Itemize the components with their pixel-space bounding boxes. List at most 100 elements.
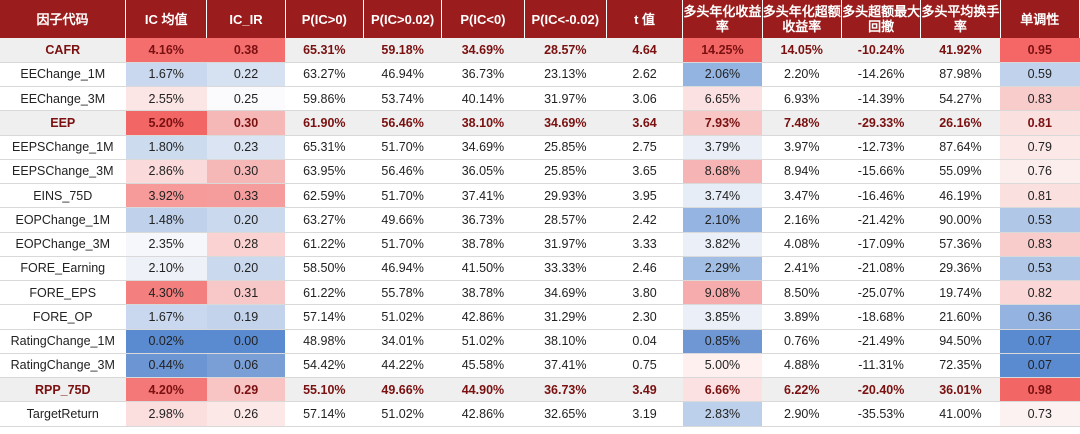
value-cell: 31.29% (524, 304, 607, 330)
value-cell: -29.33% (841, 110, 921, 136)
value-cell: 3.06 (606, 86, 683, 112)
value-cell: 51.02% (441, 329, 525, 354)
header-cell: 多头超额最大回撤 (841, 0, 922, 38)
table-row: EOPChange_3M 2.35% 0.28 61.22% 51.70% 38.78% 3… (0, 232, 1080, 257)
value-cell: 7.48% (762, 110, 842, 136)
value-cell: 7.93% (682, 110, 763, 136)
value-cell: 2.16% (762, 207, 842, 233)
value-cell: 38.78% (441, 280, 525, 306)
table-row: FORE_OP 1.67% 0.19 57.14% 51.02% 42.86% 31.29%… (0, 304, 1080, 330)
value-cell: 0.83 (1000, 232, 1080, 257)
value-cell: 0.59 (1000, 62, 1080, 88)
value-cell: -35.53% (841, 401, 921, 427)
value-cell: 40.14% (441, 86, 525, 112)
value-cell: 0.82 (1000, 280, 1080, 306)
factor-code-cell: CAFR (0, 38, 126, 63)
value-cell: 87.98% (920, 62, 1001, 88)
value-cell: 90.00% (920, 207, 1001, 233)
value-cell: 3.95 (606, 183, 683, 209)
value-cell: 2.20% (762, 62, 842, 88)
value-cell: 51.70% (363, 183, 442, 209)
value-cell: 2.46 (606, 256, 683, 282)
header-cell: 因子代码 (0, 0, 127, 38)
value-cell: 29.93% (524, 183, 607, 209)
value-cell: 38.10% (441, 110, 525, 136)
value-cell: 0.36 (1000, 304, 1080, 330)
value-cell: 0.23 (206, 135, 286, 160)
value-cell: 1.67% (125, 304, 207, 330)
value-cell: 31.97% (524, 232, 607, 257)
value-cell: 3.79% (682, 135, 763, 160)
table-row: FORE_EPS 4.30% 0.31 61.22% 55.78% 38.78% 34.69… (0, 280, 1080, 306)
value-cell: 5.00% (682, 353, 763, 379)
table-row: TargetReturn 2.98% 0.26 57.14% 51.02% 42.86% 3… (0, 401, 1080, 427)
value-cell: 32.65% (524, 401, 607, 427)
value-cell: 2.83% (682, 401, 763, 427)
value-cell: 2.90% (762, 401, 842, 427)
table-row: EEPSChange_1M 1.80% 0.23 65.31% 51.70% 34.69%… (0, 135, 1080, 160)
value-cell: 61.90% (285, 110, 364, 136)
value-cell: 6.93% (762, 86, 842, 112)
value-cell: 2.10% (682, 207, 763, 233)
factor-code-cell: EEPSChange_1M (0, 135, 126, 160)
factor-code-cell: TargetReturn (0, 401, 126, 427)
value-cell: 8.50% (762, 280, 842, 306)
value-cell: 44.22% (363, 353, 442, 379)
value-cell: 36.01% (920, 377, 1001, 403)
value-cell: 72.35% (920, 353, 1001, 379)
value-cell: 4.20% (125, 377, 207, 403)
value-cell: 55.78% (363, 280, 442, 306)
table-row: EEChange_3M 2.55% 0.25 59.86% 53.74% 40.14% 31… (0, 86, 1080, 112)
value-cell: 8.68% (682, 159, 763, 185)
value-cell: 31.97% (524, 86, 607, 112)
value-cell: -10.24% (841, 38, 921, 63)
value-cell: 42.86% (441, 401, 525, 427)
header-cell: 多头年化收益率 (682, 0, 763, 38)
value-cell: 8.94% (762, 159, 842, 185)
value-cell: 3.89% (762, 304, 842, 330)
value-cell: 0.30 (206, 159, 286, 185)
value-cell: 5.20% (125, 110, 207, 136)
table-body: CAFR 4.16% 0.38 65.31% 59.18% 34.69% 28.57% 4.6… (0, 38, 1080, 427)
value-cell: 2.06% (682, 62, 763, 88)
value-cell: 49.66% (363, 207, 442, 233)
value-cell: 2.41% (762, 256, 842, 282)
value-cell: 49.66% (363, 377, 442, 403)
factor-code-cell: FORE_OP (0, 304, 126, 330)
value-cell: 56.46% (363, 159, 442, 185)
factor-code-cell: EEP (0, 110, 126, 136)
value-cell: 25.85% (524, 159, 607, 185)
value-cell: 0.98 (1000, 377, 1080, 403)
value-cell: -15.66% (841, 159, 921, 185)
value-cell: 0.06 (206, 353, 286, 379)
header-cell: P(IC>0.02) (363, 0, 443, 38)
value-cell: 56.46% (363, 110, 442, 136)
factor-code-cell: RatingChange_1M (0, 329, 126, 354)
value-cell: -11.31% (841, 353, 921, 379)
value-cell: -17.09% (841, 232, 921, 257)
factor-code-cell: EINS_75D (0, 183, 126, 209)
factor-code-cell: EEChange_1M (0, 62, 126, 88)
value-cell: 0.85% (682, 329, 763, 354)
value-cell: 1.80% (125, 135, 207, 160)
value-cell: 1.48% (125, 207, 207, 233)
value-cell: 25.85% (524, 135, 607, 160)
value-cell: 57.36% (920, 232, 1001, 257)
value-cell: 87.64% (920, 135, 1001, 160)
value-cell: 4.08% (762, 232, 842, 257)
value-cell: 2.75 (606, 135, 683, 160)
value-cell: 0.22 (206, 62, 286, 88)
value-cell: 0.04 (606, 329, 683, 354)
header-cell: 多头平均换手率 (920, 0, 1001, 38)
value-cell: 0.44% (125, 353, 207, 379)
value-cell: -21.49% (841, 329, 921, 354)
value-cell: 0.02% (125, 329, 207, 354)
value-cell: 34.69% (524, 280, 607, 306)
factor-code-cell: EOPChange_1M (0, 207, 126, 233)
value-cell: 26.16% (920, 110, 1001, 136)
value-cell: 46.19% (920, 183, 1001, 209)
value-cell: 0.95 (1000, 38, 1080, 63)
value-cell: 41.92% (920, 38, 1001, 63)
value-cell: 2.98% (125, 401, 207, 427)
